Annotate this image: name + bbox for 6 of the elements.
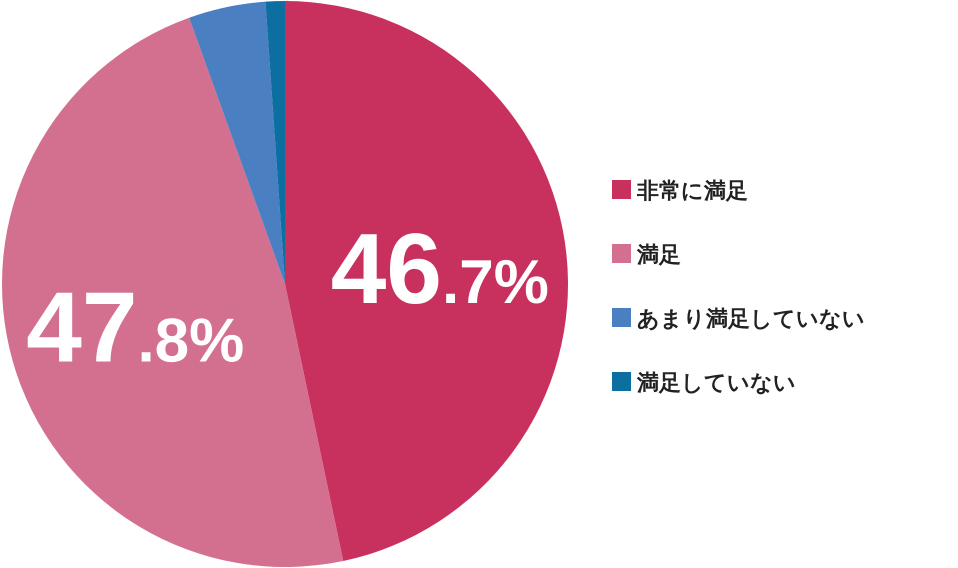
data-label: 46.7% <box>330 212 549 325</box>
legend-label: 満足 <box>636 243 681 268</box>
legend-label: 満足していない <box>636 371 796 396</box>
legend-label: 非常に満足 <box>636 179 748 204</box>
data-label: 47.8% <box>26 271 244 384</box>
legend-label: あまり満足していない <box>637 307 865 332</box>
